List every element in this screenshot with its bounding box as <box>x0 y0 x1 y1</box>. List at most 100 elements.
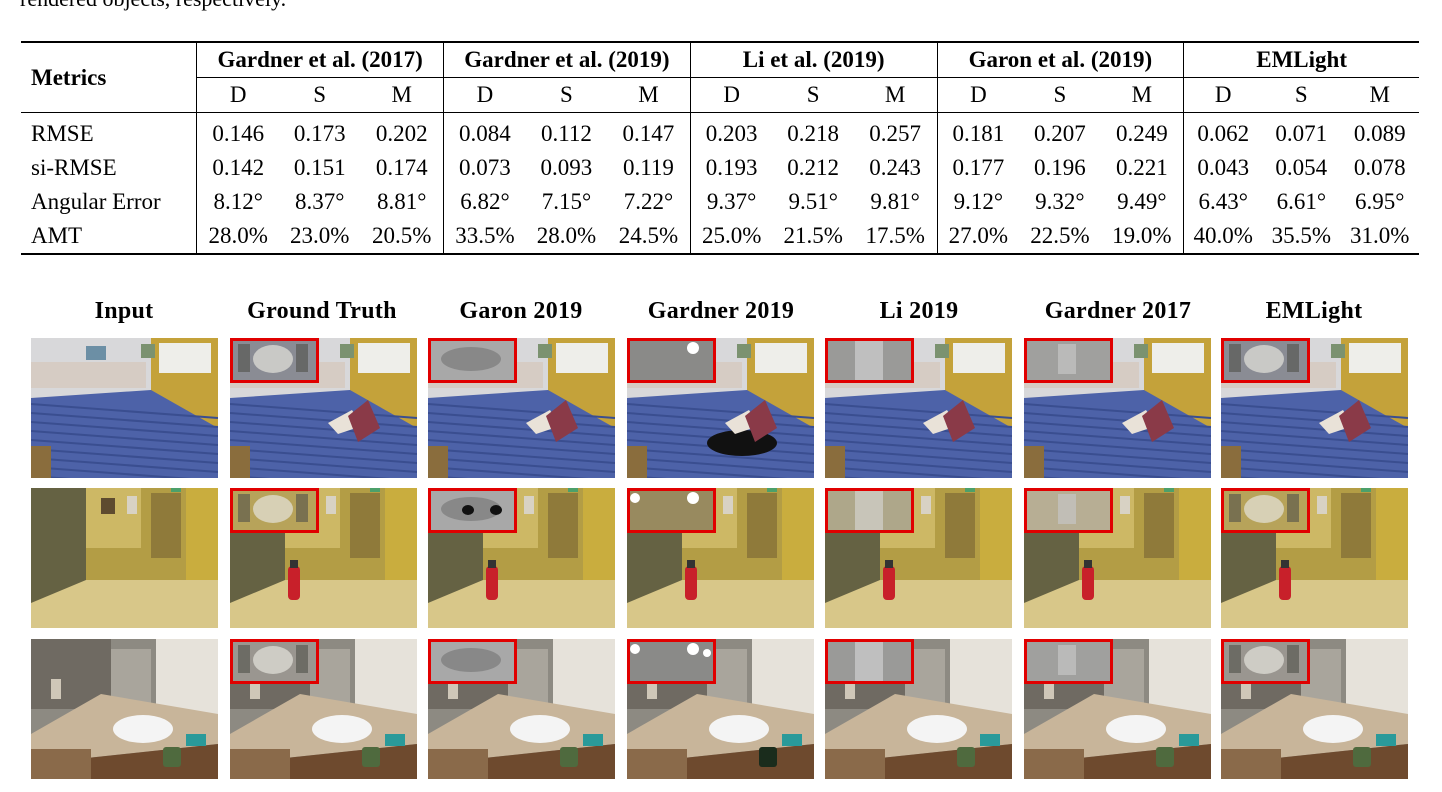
scene-thumbnail <box>825 639 1012 779</box>
illumination-map <box>825 488 911 530</box>
scene-image <box>1024 639 1211 779</box>
column-title: Ground Truth <box>247 298 397 324</box>
method-header: Li et al. (2019) <box>689 42 938 78</box>
column-title: Garon 2019 <box>459 298 583 324</box>
subcol-header: S <box>1294 82 1308 107</box>
table-cell: 8.37° <box>294 189 345 214</box>
illumination-map <box>1024 488 1110 530</box>
table-row: AMT 28.0% 23.0% 20.5% 33.5% 28.0% 24.5% 25.0% 21… <box>21 219 1419 254</box>
illumination-map <box>825 639 911 681</box>
inset-frame <box>1221 488 1310 533</box>
table-cell: 0.207 <box>1034 121 1086 146</box>
illumination-map <box>1221 639 1307 681</box>
table-cell: 8.12° <box>196 185 280 219</box>
method-header: Garon et al. (2019) <box>936 42 1184 78</box>
column-title: EMLight <box>1265 298 1363 324</box>
scene-thumbnail <box>230 488 417 628</box>
table-cell: 35.5% <box>1271 223 1332 248</box>
inset-frame <box>825 488 914 533</box>
table-cell: 28.0% <box>536 223 597 248</box>
subcol-header: D <box>689 77 773 113</box>
table-cell: 0.073 <box>443 151 526 185</box>
scene-image <box>230 338 417 478</box>
scene-image <box>428 639 615 779</box>
scene-image <box>1221 338 1408 478</box>
table-cell: 0.181 <box>936 112 1020 151</box>
illumination-map <box>1221 488 1307 530</box>
scene-thumbnail <box>1024 488 1211 628</box>
scene-image <box>627 338 814 478</box>
table-cell: 6.43° <box>1183 185 1263 219</box>
illumination-map <box>627 639 713 681</box>
scene-thumbnail <box>230 639 417 779</box>
inset-frame <box>1024 639 1113 684</box>
illumination-map <box>627 488 713 530</box>
results-body: RMSE 0.146 0.173 0.202 0.084 0.112 0.147 0.203 0… <box>21 112 1419 254</box>
scene-thumbnail <box>428 639 615 779</box>
illumination-map <box>1221 338 1307 380</box>
table-cell: 40.0% <box>1183 219 1263 254</box>
table-cell: 23.0% <box>289 223 350 248</box>
subcol-header: S <box>560 82 573 107</box>
table-cell: 0.249 <box>1116 121 1168 146</box>
inset-frame <box>428 338 517 383</box>
table-cell: 0.071 <box>1275 121 1328 146</box>
subcol-header: M <box>884 82 906 107</box>
scene-thumbnail <box>825 488 1012 628</box>
table-cell: 8.81° <box>376 189 427 214</box>
subcol-header: S <box>1053 82 1067 107</box>
table-cell: 0.078 <box>1353 155 1406 180</box>
table-cell: 0.147 <box>622 121 675 146</box>
table-cell: 33.5% <box>443 219 526 254</box>
table-cell: 0.212 <box>787 155 840 180</box>
table-cell: 9.49° <box>1117 189 1167 214</box>
table-cell: 9.81° <box>870 189 920 214</box>
scene-image <box>825 488 1012 628</box>
table-cell: 7.15° <box>541 189 592 214</box>
inset-frame <box>627 639 716 684</box>
inset-frame <box>230 338 319 383</box>
table-cell: 6.82° <box>443 185 526 219</box>
subcol-header: D <box>196 77 280 113</box>
inset-frame <box>1024 488 1113 533</box>
illumination-map <box>825 338 911 380</box>
subcol-header: M <box>638 82 659 107</box>
subcol-header: M <box>391 82 412 107</box>
table-cell: 6.61° <box>1276 189 1327 214</box>
table-cell: 0.257 <box>869 121 922 146</box>
illumination-map <box>230 338 316 380</box>
table-cell: 24.5% <box>618 223 679 248</box>
scene-thumbnail <box>428 488 615 628</box>
inset-frame <box>825 639 914 684</box>
metric-label: Angular Error <box>31 189 161 214</box>
subcol-header: D <box>443 77 526 113</box>
table-cell: 0.177 <box>936 151 1020 185</box>
scene-thumbnail <box>1221 639 1408 779</box>
illumination-map <box>627 338 713 380</box>
metrics-header: Metrics <box>21 42 197 113</box>
table-cell: 0.243 <box>869 155 922 180</box>
scene-image <box>428 338 615 478</box>
table-cell: 0.202 <box>375 121 428 146</box>
subcol-header: S <box>806 82 820 107</box>
results-table: Metrics Gardner et al. (2017) Gardner et… <box>21 41 1419 255</box>
scene-image <box>230 488 417 628</box>
table-row: RMSE 0.146 0.173 0.202 0.084 0.112 0.147 0.203 0… <box>21 112 1419 151</box>
scene-image <box>31 338 218 478</box>
scene-thumbnail <box>1221 488 1408 628</box>
inset-frame <box>1221 338 1310 383</box>
method-header: EMLight <box>1183 42 1419 78</box>
subcol-header: D <box>936 77 1020 113</box>
table-cell: 28.0% <box>196 219 280 254</box>
table-cell: 0.193 <box>689 151 773 185</box>
inset-frame <box>1024 338 1113 383</box>
scene-thumbnail <box>230 338 417 478</box>
table-cell: 20.5% <box>371 223 432 248</box>
inset-frame <box>230 639 319 684</box>
table-cell: 6.95° <box>1355 189 1405 214</box>
scene-image <box>31 488 218 628</box>
table-cell: 9.51° <box>788 189 838 214</box>
table-cell: 31.0% <box>1350 223 1410 248</box>
scene-image <box>1221 488 1408 628</box>
table-cell: 21.5% <box>783 223 843 248</box>
